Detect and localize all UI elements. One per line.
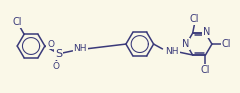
Text: N: N [181, 39, 189, 49]
Text: NH: NH [73, 44, 87, 53]
Text: S: S [55, 49, 62, 59]
Text: NH: NH [165, 47, 179, 56]
Text: N: N [203, 27, 210, 37]
Text: Cl: Cl [222, 39, 232, 49]
Text: Cl: Cl [12, 17, 22, 27]
Text: O: O [47, 40, 54, 49]
Text: Cl: Cl [201, 65, 210, 75]
Text: O: O [52, 62, 59, 71]
Text: Cl: Cl [190, 14, 199, 24]
